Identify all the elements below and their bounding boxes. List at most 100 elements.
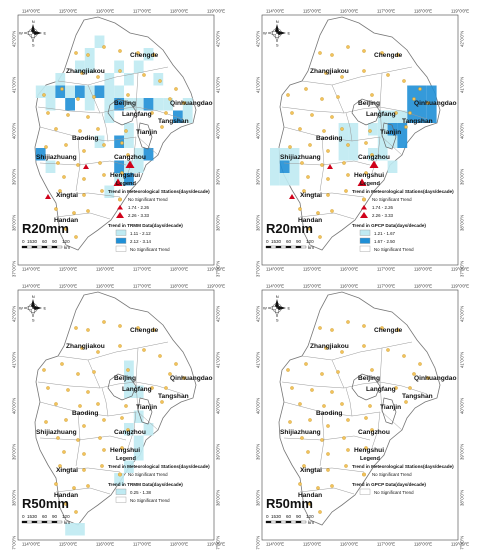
station-marker [100,464,104,468]
station-marker [150,111,154,115]
legend: Legend Trend in Meteorological Stations(d… [108,456,210,503]
city-label: Tangshan [402,393,433,400]
legend-grid-label: 1.21 - 1.67 [374,231,396,236]
trend-grid-cell [279,173,290,186]
station-marker [136,51,140,55]
county-boundary [345,387,353,417]
lat-tick-label: 39°0'0"N [216,169,221,185]
station-marker [326,149,330,153]
county-boundary [87,84,101,114]
scale-segment [290,245,297,249]
trend-grid-cell [338,135,349,148]
station-marker [330,484,334,488]
scale-label: 90 [52,514,58,519]
station-marker [98,161,102,165]
station-marker [340,402,344,406]
county-boundary [379,72,383,108]
legend-grid-label: 1.11 - 2.12 [130,231,151,236]
lat-tick-label: 37°0'0"N [460,261,465,277]
east-label: E [44,31,47,36]
trend-grid-cell [133,148,144,161]
north-arrow: N S W E [19,294,47,323]
trend-grid-cell [35,85,46,98]
lon-tick-label: 114°0'0"E [22,267,40,272]
legend-grid-swatch [359,237,371,244]
city-label: Hengshui [110,172,140,179]
station-marker [82,424,86,428]
city-label: Chengde [130,52,159,59]
triangle-large-marker [357,178,367,186]
station-marker [102,45,106,49]
station-marker [174,362,178,366]
lon-tick-label: 118°0'0"E [170,542,188,547]
province-map: Chengde Zhangjiakou Beijing Qinhuangdao Lang… [270,16,457,251]
city-label: Baoding [72,410,98,417]
trend-grid-cell [133,98,144,111]
legend-grid-heading: Trend in GPCP Data(days/decade) [352,482,426,487]
station-marker [100,189,104,193]
station-marker [152,328,156,332]
lon-tick-label: 117°0'0"E [133,542,151,547]
panel-name: R50mm [266,496,313,511]
station-marker [426,101,430,105]
trend-grid-cell [104,85,115,98]
station-marker [306,450,310,454]
lon-tick-label: 119°0'0"E [451,9,469,14]
county-boundary [55,487,111,495]
scale-label: 30 [32,239,38,244]
lat-tick-label: 40°0'0"N [12,398,17,414]
lat-tick-label: 39°0'0"N [460,444,465,460]
station-marker [330,53,334,57]
scale-unit: km [308,520,314,525]
trend-grid-cell [114,135,124,148]
station-marker [316,211,320,215]
station-marker [412,97,416,101]
scale-segment [56,245,63,249]
legend-grid-label: No Significant Trend [130,498,170,503]
station-marker [362,69,366,73]
trend-grid-cell [270,148,280,161]
trend-grid-cell [133,410,144,423]
trend-grid-cell [114,160,124,173]
scale-label: 60 [42,239,48,244]
scale-label: 30 [32,514,38,519]
trend-grid-cell [143,148,154,161]
trend-grid-cell [270,160,280,173]
station-marker [402,354,406,358]
scale-label: 15 [271,514,277,519]
station-marker [142,73,146,77]
station-marker [54,482,58,486]
north-label: N [276,19,279,24]
station-marker [102,143,106,147]
station-marker [310,113,314,117]
triangle-large-marker [125,160,135,168]
trend-grid-cell [270,173,280,186]
scale-segment [285,245,292,249]
legend-grid-heading: Trend in GPCP Data(days/decade) [352,223,426,228]
trend-grid-cell [114,98,124,111]
station-marker [386,348,390,352]
trend-grid-cell [289,173,300,186]
county-boundary [379,106,403,156]
station-marker [326,452,330,456]
lon-tick-label: 115°0'0"E [59,267,77,272]
station-marker [46,386,50,390]
trend-grid-cell [124,360,134,373]
city-label: Shijiazhuang [280,154,321,161]
trend-grid-cell [407,85,417,98]
station-marker [42,93,46,97]
station-marker [152,53,156,57]
lon-tick-label: 116°0'0"E [96,267,114,272]
scale-segment [26,520,33,524]
scale-label: 120 [62,514,70,519]
beijing-boundary [351,373,381,401]
station-marker [174,87,178,91]
legend-stations-heading: Trend in Meteorological Stations(days/de… [352,189,454,194]
station-marker [418,362,422,366]
station-marker [64,143,68,147]
legend-grid-swatch [115,245,127,252]
scale-label: 15 [27,514,33,519]
east-label: E [288,306,291,311]
